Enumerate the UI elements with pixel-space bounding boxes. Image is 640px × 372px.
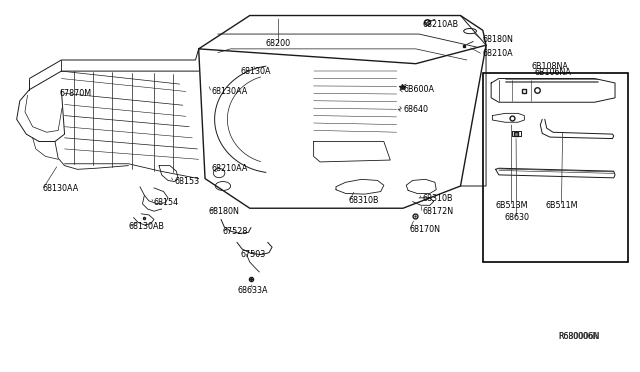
- Text: 6B108NA: 6B108NA: [531, 62, 568, 71]
- Text: 68172N: 68172N: [422, 208, 453, 217]
- Text: 67503: 67503: [241, 250, 266, 259]
- Text: 68633A: 68633A: [237, 286, 268, 295]
- Text: 68153: 68153: [174, 177, 200, 186]
- Text: R680006N: R680006N: [558, 331, 599, 341]
- Text: R680006N: R680006N: [559, 331, 599, 341]
- Text: 6B511M: 6B511M: [545, 201, 578, 210]
- Text: 67528: 67528: [222, 227, 248, 236]
- Text: 68310B: 68310B: [422, 195, 452, 203]
- Text: 68200: 68200: [266, 39, 291, 48]
- Bar: [483, 73, 628, 262]
- Text: 68130AB: 68130AB: [129, 222, 164, 231]
- Text: 68640: 68640: [403, 105, 428, 114]
- Text: 68630: 68630: [504, 213, 529, 222]
- Text: 68130AA: 68130AA: [42, 184, 79, 193]
- Text: 6B106NA: 6B106NA: [534, 68, 572, 77]
- Text: 68170N: 68170N: [410, 225, 440, 234]
- Text: 68180N: 68180N: [483, 35, 514, 44]
- Text: 6B513M: 6B513M: [495, 201, 528, 210]
- Text: 68210AB: 68210AB: [422, 20, 458, 29]
- Text: 67870M: 67870M: [60, 89, 92, 98]
- Text: 68310B: 68310B: [349, 196, 380, 205]
- Text: 6B600A: 6B600A: [403, 85, 434, 94]
- Text: 68154: 68154: [154, 198, 179, 207]
- Text: 68130A: 68130A: [241, 67, 271, 76]
- Text: 68180N: 68180N: [208, 207, 239, 216]
- Text: 68210AA: 68210AA: [211, 164, 248, 173]
- Text: 68130AA: 68130AA: [211, 87, 248, 96]
- Text: 68210A: 68210A: [483, 49, 513, 58]
